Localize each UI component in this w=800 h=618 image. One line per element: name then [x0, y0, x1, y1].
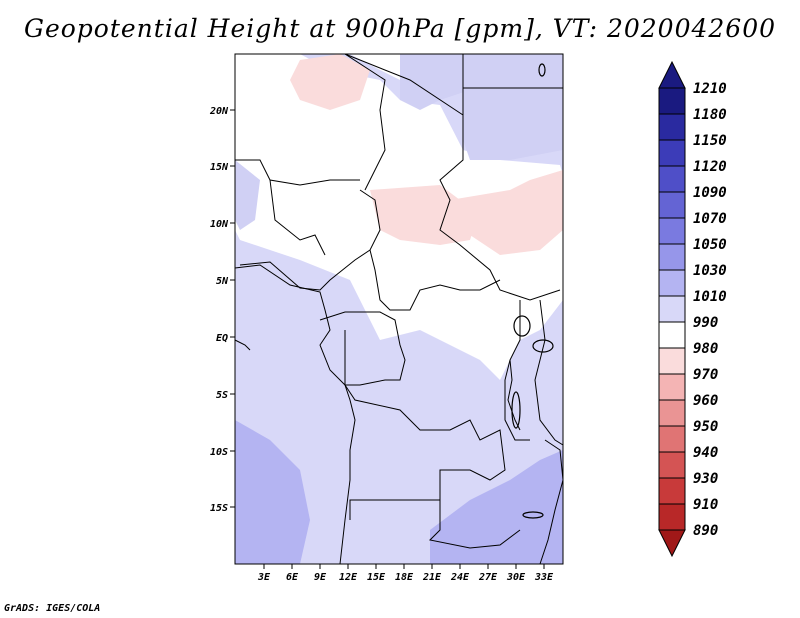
colorbar-top-arrow: [658, 60, 686, 89]
colorbar-swatch: [658, 451, 686, 479]
lon-label-3e: 3E: [257, 572, 271, 583]
colorbar-label: 980: [693, 341, 718, 357]
colorbar-label: 1150: [693, 133, 727, 149]
colorbar-swatch: [658, 113, 686, 141]
colorbar-swatch: [658, 373, 686, 401]
colorbar-label: 970: [693, 367, 718, 383]
colorbar-swatch: [658, 269, 686, 297]
colorbar-swatch: [658, 503, 686, 531]
colorbar-label: 910: [693, 497, 718, 513]
lat-label-15s: 15S: [210, 503, 228, 514]
colorbar-swatch: [658, 191, 686, 219]
lat-label-10n: 10N: [210, 219, 229, 230]
lakes: [511, 63, 554, 519]
colorbar-label: 1180: [693, 107, 727, 123]
colorbar-label: 1030: [693, 263, 727, 279]
lon-label-12e: 12E: [339, 572, 358, 583]
pink-height-patches: [290, 54, 563, 255]
lon-label-33e: 33E: [534, 572, 554, 583]
colorbar-label: 1210: [693, 81, 727, 97]
lat-label-5n: 5N: [216, 276, 229, 287]
latitude-labels: 20N 15N 10N 5N EQ 5S 10S 15S: [209, 106, 229, 514]
coastline: [234, 264, 564, 565]
colorbar-label: 990: [693, 315, 718, 331]
colorbar-swatch: [658, 425, 686, 453]
lon-label-18e: 18E: [395, 572, 414, 583]
colorbar-swatch: [658, 477, 686, 505]
colorbar-swatch: [658, 243, 686, 271]
colorbar-swatch: [658, 217, 686, 245]
colorbar: 1210 1180 1150 1120 1090 1070 1050 1030 …: [658, 60, 727, 558]
colorbar-bottom-arrow: [658, 529, 686, 558]
dark-blue-height-regions: [235, 420, 563, 564]
colorbar-label: 890: [693, 523, 718, 539]
colorbar-label: 1090: [693, 185, 727, 201]
grads-credit: GrADS: IGES/COLA: [4, 603, 101, 614]
colorbar-label: 1010: [693, 289, 727, 305]
lat-label-eq: EQ: [216, 333, 228, 344]
lon-label-9e: 9E: [314, 572, 327, 583]
colorbar-label: 950: [693, 419, 718, 435]
lon-label-27e: 27E: [478, 572, 498, 583]
lon-label-24e: 24E: [450, 572, 470, 583]
lat-label-10s: 10S: [210, 447, 228, 458]
axis-ticks: [230, 109, 545, 569]
colorbar-label: 940: [693, 445, 718, 461]
lon-label-30e: 30E: [506, 572, 526, 583]
lat-label-5s: 5S: [216, 390, 228, 401]
colorbar-label: 960: [693, 393, 718, 409]
colorbar-swatch: [658, 347, 686, 375]
colorbar-swatch: [658, 87, 686, 115]
lon-label-15e: 15E: [367, 572, 386, 583]
blue-height-patches: [235, 54, 563, 230]
colorbar-swatch: [658, 165, 686, 193]
map-title: Geopotential Height at 900hPa [gpm], VT:…: [23, 14, 777, 43]
colorbar-swatch: [658, 139, 686, 167]
lat-label-15n: 15N: [210, 162, 229, 173]
colorbar-swatch: [658, 321, 686, 349]
lon-label-21e: 21E: [422, 572, 442, 583]
colorbar-label: 1070: [693, 211, 727, 227]
map-frame: [234, 53, 564, 565]
colorbar-label: 1050: [693, 237, 727, 253]
colorbar-swatch: [658, 295, 686, 323]
colorbar-label: 930: [693, 471, 718, 487]
lat-label-20n: 20N: [209, 106, 229, 117]
colorbar-label: 1120: [693, 159, 727, 175]
longitude-labels: 3E 6E 9E 12E 15E 18E 21E 24E 27E 30E 33E: [257, 572, 554, 583]
lon-label-6e: 6E: [286, 572, 299, 583]
colorbar-swatch: [658, 399, 686, 427]
